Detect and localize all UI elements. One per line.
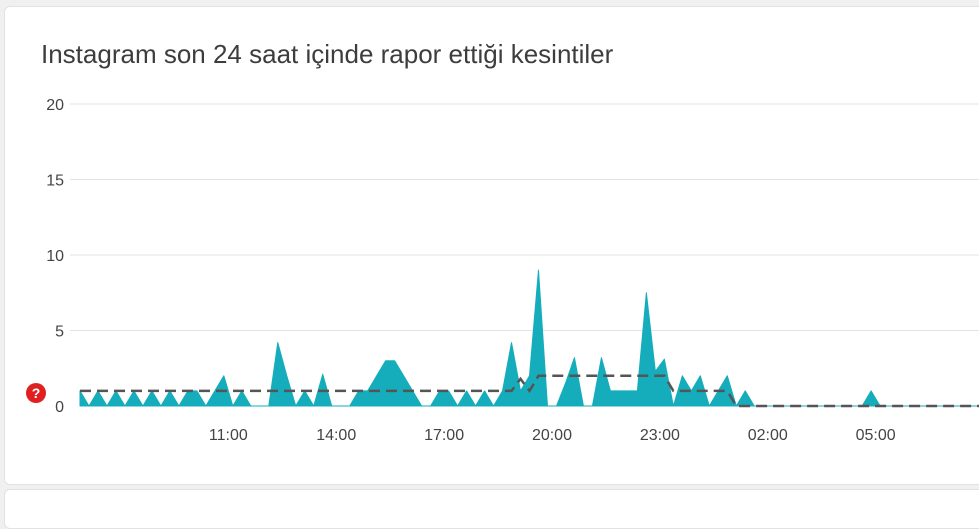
outage-chart: 0 5 10 15 20 11:00 14:00 17:00 20:00 23:00 02:00 0… <box>26 97 979 444</box>
x-tick-label: 17:00 <box>424 427 464 444</box>
y-tick-label: 20 <box>46 97 64 114</box>
x-tick-label: 11:00 <box>209 427 248 444</box>
help-icon-symbol: ? <box>32 385 41 401</box>
y-tick-label: 0 <box>55 399 64 416</box>
y-tick-label: 5 <box>55 324 64 341</box>
help-icon[interactable]: ? <box>26 383 46 403</box>
help-icon-circle[interactable] <box>26 383 46 403</box>
x-tick-label: 02:00 <box>748 427 788 444</box>
x-axis: 11:00 14:00 17:00 20:00 23:00 02:00 05:00 <box>209 427 896 444</box>
chart-series-layer <box>79 269 979 408</box>
y-tick-label: 10 <box>46 248 64 265</box>
x-tick-label: 20:00 <box>532 427 572 444</box>
y-axis: 0 5 10 15 20 <box>46 97 64 416</box>
x-tick-label: 23:00 <box>640 427 680 444</box>
baseline-line <box>80 374 979 408</box>
x-tick-label: 05:00 <box>856 427 896 444</box>
chart-grid <box>70 103 979 331</box>
chart-title: Instagram son 24 saat içinde rapor ettiğ… <box>41 39 614 69</box>
reports-area <box>79 269 979 407</box>
y-tick-label: 15 <box>46 173 64 190</box>
x-tick-label: 14:00 <box>316 427 356 444</box>
